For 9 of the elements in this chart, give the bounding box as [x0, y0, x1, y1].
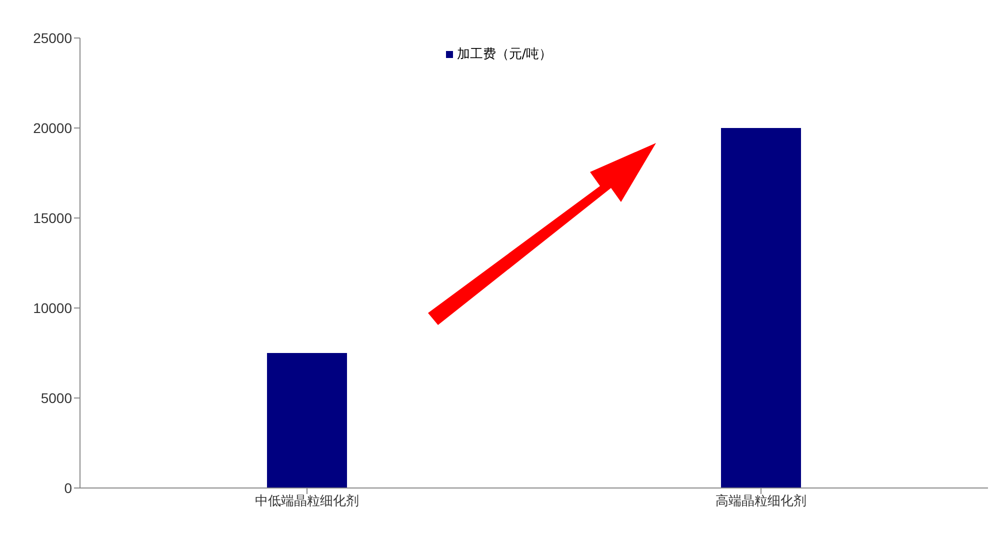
- y-tick-label: 15000: [33, 210, 72, 226]
- y-tick-label: 5000: [40, 390, 72, 406]
- y-tick-label: 20000: [33, 120, 72, 136]
- y-tick-label: 0: [64, 480, 72, 496]
- legend-label: 加工费（元/吨）: [456, 46, 552, 63]
- x-tick-label: 高端晶粒细化剂: [716, 493, 806, 510]
- x-tick-label: 中低端晶粒细化剂: [255, 493, 359, 510]
- y-tick-label: 10000: [33, 300, 72, 316]
- y-tick-label: 25000: [33, 30, 72, 46]
